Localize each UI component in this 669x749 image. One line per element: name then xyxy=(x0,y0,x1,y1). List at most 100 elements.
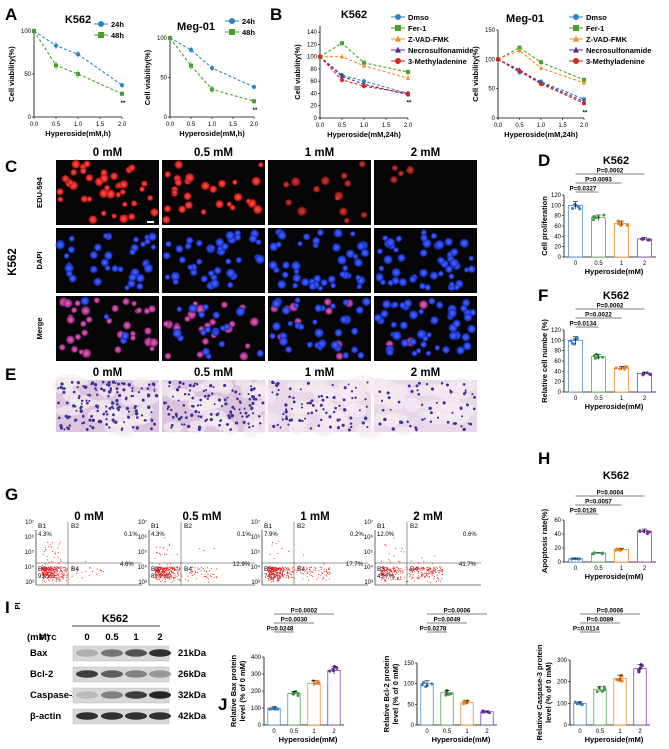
x-tick-label: 2 xyxy=(638,729,642,735)
cell xyxy=(167,412,171,416)
event-dot xyxy=(423,572,425,574)
event-dot xyxy=(61,573,63,575)
event-dot xyxy=(269,576,271,578)
y-tick-label: 80 xyxy=(310,67,317,73)
event-dot xyxy=(272,573,274,575)
event-dot xyxy=(46,569,48,571)
y-tick-label: 20 xyxy=(310,104,317,110)
cell xyxy=(300,406,304,409)
event-dot xyxy=(441,573,443,575)
event-dot xyxy=(398,579,400,581)
protein-band xyxy=(149,691,171,699)
event-dot xyxy=(311,571,313,573)
cell xyxy=(209,278,221,289)
protein-band xyxy=(101,670,123,678)
y-tick-label: 0 xyxy=(564,723,568,729)
cell xyxy=(207,269,215,277)
event-dot xyxy=(275,568,277,570)
event-dot xyxy=(414,567,416,569)
x-axis-label: Hyperoside(mM) xyxy=(585,572,644,581)
legend-label: Fer-1 xyxy=(408,24,426,33)
cell xyxy=(62,387,66,391)
cell xyxy=(461,298,471,308)
y-tick-label: 40 xyxy=(310,91,317,97)
cell xyxy=(317,395,321,399)
cell xyxy=(332,410,336,414)
event-dot xyxy=(399,577,401,579)
event-dot xyxy=(271,569,273,571)
cell xyxy=(130,200,138,207)
event-dot xyxy=(47,568,49,571)
x-tick-label: 0.0 xyxy=(316,123,325,129)
event-dot xyxy=(167,566,169,568)
y-tick-label: 10⁶ xyxy=(138,534,148,541)
cell xyxy=(325,395,329,399)
cell xyxy=(231,405,235,409)
event-dot xyxy=(427,566,429,568)
x-tick-label: 0.0 xyxy=(166,122,175,128)
cell xyxy=(332,395,336,400)
event-dot xyxy=(435,569,437,571)
cell xyxy=(206,397,210,401)
cell xyxy=(317,424,321,428)
event-dot xyxy=(392,566,394,568)
cell xyxy=(183,392,187,396)
cell xyxy=(120,331,130,341)
event-dot xyxy=(320,574,322,576)
event-dot xyxy=(399,573,401,575)
event-dot xyxy=(286,575,288,577)
event-dot xyxy=(270,575,273,577)
quadrant-name: B4 xyxy=(297,566,305,573)
cell xyxy=(366,381,369,384)
event-dot xyxy=(396,572,398,574)
event-dot xyxy=(45,572,47,574)
event-dot xyxy=(59,571,61,573)
event-dot xyxy=(388,559,390,561)
cell xyxy=(398,277,408,287)
event-dot xyxy=(43,574,45,577)
cell xyxy=(72,390,76,394)
event-dot xyxy=(215,576,217,578)
event-dot xyxy=(422,574,424,576)
cell xyxy=(201,303,210,311)
protein-band xyxy=(76,670,98,678)
cell xyxy=(427,297,436,306)
event-dot xyxy=(323,576,325,578)
event-dot xyxy=(55,566,57,568)
cell xyxy=(345,248,356,259)
event-dot xyxy=(163,572,165,574)
data-point xyxy=(406,70,410,74)
replicate-dot xyxy=(603,687,607,691)
cell xyxy=(131,389,134,393)
event-dot xyxy=(382,567,384,569)
data-point xyxy=(405,91,411,96)
cell xyxy=(167,380,172,385)
cell xyxy=(276,423,279,427)
cell xyxy=(115,402,119,406)
event-dot xyxy=(169,566,171,568)
event-dot xyxy=(169,578,171,580)
cell xyxy=(425,382,429,386)
cell xyxy=(227,416,232,420)
event-dot xyxy=(423,566,425,569)
cell xyxy=(446,420,450,424)
event-dot xyxy=(297,567,299,569)
cell xyxy=(472,395,477,399)
event-dot xyxy=(156,568,158,570)
panel-label-h: H xyxy=(538,449,550,468)
quadrant-b2-value: 0.2% xyxy=(350,532,364,538)
event-dot xyxy=(197,567,199,569)
cell xyxy=(144,419,148,422)
cell xyxy=(99,173,110,184)
event-dot xyxy=(54,552,56,554)
event-dot xyxy=(278,579,280,581)
event-dot xyxy=(276,580,278,582)
cell xyxy=(306,401,310,405)
cell xyxy=(271,391,274,394)
event-dot xyxy=(163,569,165,572)
event-dot xyxy=(396,569,398,571)
event-dot xyxy=(166,572,168,575)
y-tick-label: 10⁶ xyxy=(25,534,35,541)
event-dot xyxy=(440,566,442,568)
